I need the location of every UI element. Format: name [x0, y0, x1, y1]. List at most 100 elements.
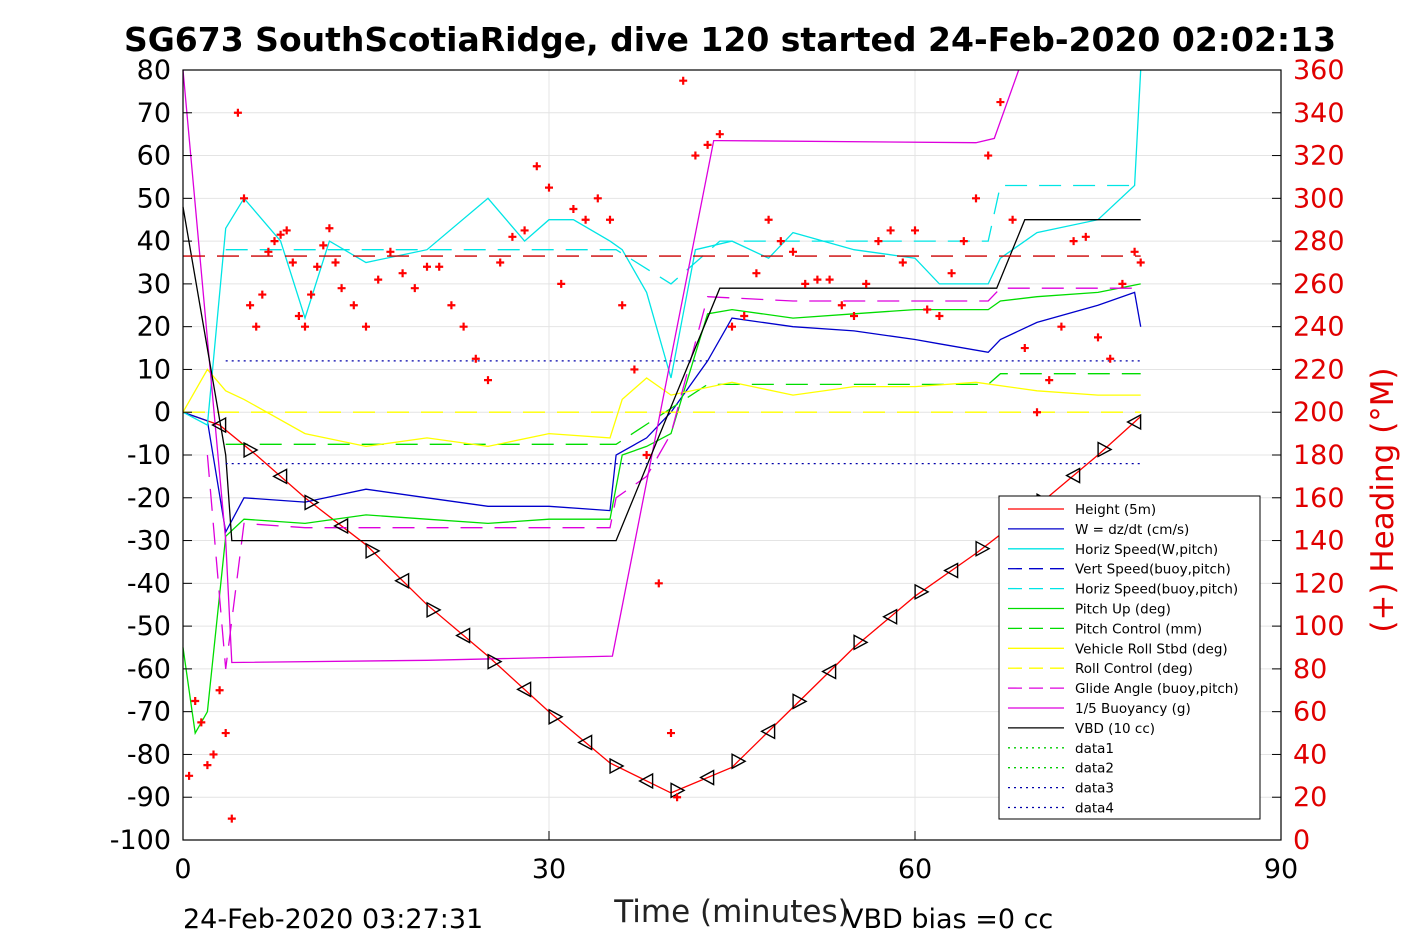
- y-tick-label: 40: [137, 226, 171, 257]
- y-tick-label: -10: [127, 440, 171, 471]
- heading-point: [447, 301, 456, 310]
- y2-tick-label: 0: [1293, 825, 1310, 856]
- heading-point: [520, 226, 529, 235]
- y2-tick-label: 320: [1293, 141, 1345, 172]
- series-line: [182, 411, 1142, 794]
- heading-point: [874, 237, 883, 246]
- y-tick-label: -80: [127, 739, 171, 770]
- height-marker: [455, 627, 471, 644]
- legend-label: Height (5m): [1075, 502, 1156, 518]
- y2-tick-label: 220: [1293, 354, 1345, 385]
- y-tick-label: -90: [127, 782, 171, 813]
- heading-point: [331, 258, 340, 267]
- heading-point: [740, 311, 749, 320]
- heading-point: [484, 376, 492, 385]
- heading-point: [215, 686, 224, 695]
- heading-point: [764, 215, 773, 224]
- height-marker: [243, 441, 259, 459]
- legend-label: 1/5 Buoyancy (g): [1075, 701, 1191, 717]
- legend-box: [998, 495, 1261, 820]
- heading-point: [252, 322, 261, 331]
- heading-point: [1130, 247, 1139, 256]
- heading-point: [258, 290, 267, 299]
- heading-point: [581, 215, 590, 224]
- height-marker: [699, 769, 715, 786]
- legend-label: Roll Control (deg): [1075, 661, 1193, 677]
- height-marker: [943, 562, 959, 579]
- heading-point: [679, 76, 688, 85]
- heading-point: [569, 205, 578, 214]
- heading-point: [362, 322, 370, 331]
- y-tick-label: 20: [137, 312, 171, 343]
- y-tick-label: 10: [137, 354, 171, 385]
- series-line: [182, 206, 1141, 542]
- height-marker: [975, 540, 991, 557]
- heading-point: [545, 183, 553, 192]
- heading-point: [1106, 354, 1115, 363]
- series-line: [206, 287, 1141, 669]
- heading-point: [240, 194, 248, 203]
- height-marker: [731, 753, 747, 770]
- height-marker: [760, 723, 776, 740]
- heading-point: [593, 194, 602, 203]
- heading-point: [246, 301, 255, 310]
- heading-point: [898, 258, 907, 267]
- series-line: [225, 184, 1141, 285]
- heading-point: [728, 322, 736, 331]
- series-line: [182, 283, 1141, 736]
- y-tick-label: 70: [137, 98, 171, 129]
- heading-point: [911, 226, 919, 235]
- heading-point: [947, 269, 956, 278]
- heading-point: [1118, 279, 1127, 288]
- heading-point: [1020, 344, 1029, 353]
- height-marker: [638, 772, 654, 790]
- y-tick-label: 30: [137, 269, 171, 300]
- y2-tick-label: 100: [1293, 611, 1345, 642]
- heading-point: [221, 729, 230, 738]
- height-marker: [516, 681, 532, 698]
- legend-label: data1: [1075, 741, 1114, 757]
- height-marker: [792, 693, 808, 710]
- y2-tick-label: 120: [1293, 568, 1345, 599]
- height-marker: [1126, 413, 1142, 431]
- legend-label: VBD (10 cc): [1075, 721, 1155, 737]
- heading-point: [398, 269, 407, 278]
- heading-point: [374, 275, 383, 284]
- heading-point: [789, 247, 797, 256]
- heading-point: [282, 226, 291, 235]
- series-line: [182, 69, 1142, 427]
- height-marker: [1065, 467, 1081, 484]
- heading-point: [191, 696, 200, 705]
- y-tick-label: -20: [127, 483, 171, 514]
- height-marker: [548, 708, 564, 725]
- heading-point: [508, 232, 517, 241]
- heading-point: [435, 262, 444, 271]
- heading-point: [264, 247, 273, 256]
- height-marker: [333, 517, 349, 535]
- height-marker: [853, 634, 869, 651]
- heading-point: [1008, 215, 1017, 224]
- y-tick-label: 60: [137, 141, 171, 172]
- x-tick-label: 30: [532, 854, 566, 885]
- height-marker: [394, 572, 410, 589]
- heading-point: [642, 451, 651, 459]
- heading-point: [1057, 322, 1066, 331]
- heading-point: [532, 162, 541, 171]
- right-axis-label: (+) Heading (°M): [1365, 367, 1401, 632]
- heading-point: [667, 729, 675, 738]
- x-tick-label: 60: [898, 854, 932, 885]
- heading-point: [886, 226, 895, 235]
- y-tick-label: 50: [137, 183, 171, 214]
- heading-point: [337, 284, 346, 293]
- heading-point: [813, 275, 822, 284]
- heading-point: [307, 290, 316, 299]
- legend-label: data4: [1075, 801, 1114, 817]
- y2-tick-label: 260: [1293, 269, 1345, 300]
- legend-label: Vert Speed(buoy,pitch): [1075, 562, 1231, 578]
- y-tick-label: -30: [127, 526, 171, 557]
- height-marker: [882, 608, 898, 625]
- heading-point: [691, 151, 700, 160]
- y2-tick-label: 20: [1293, 782, 1327, 813]
- heading-point: [862, 279, 871, 288]
